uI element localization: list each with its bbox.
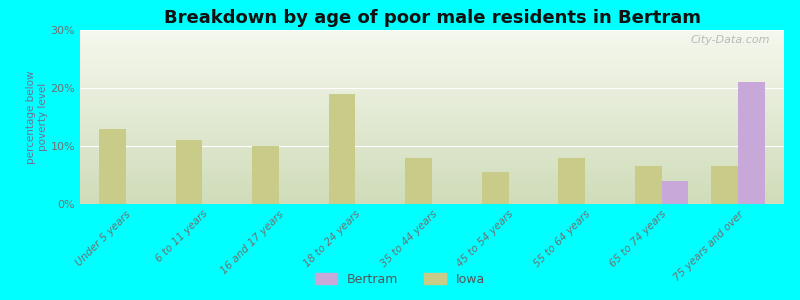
Bar [558, 158, 585, 204]
Bar [711, 166, 738, 204]
Bar [738, 82, 765, 204]
Bar [634, 166, 662, 204]
Y-axis label: percentage below
poverty level: percentage below poverty level [26, 70, 48, 164]
Text: City-Data.com: City-Data.com [690, 35, 770, 45]
Bar [99, 129, 126, 204]
Bar [482, 172, 509, 204]
Bar [252, 146, 279, 204]
Bar [662, 181, 688, 204]
Legend: Bertram, Iowa: Bertram, Iowa [310, 268, 490, 291]
Bar [176, 140, 202, 204]
Title: Breakdown by age of poor male residents in Bertram: Breakdown by age of poor male residents … [163, 9, 701, 27]
Bar [406, 158, 432, 204]
Bar [329, 94, 355, 204]
